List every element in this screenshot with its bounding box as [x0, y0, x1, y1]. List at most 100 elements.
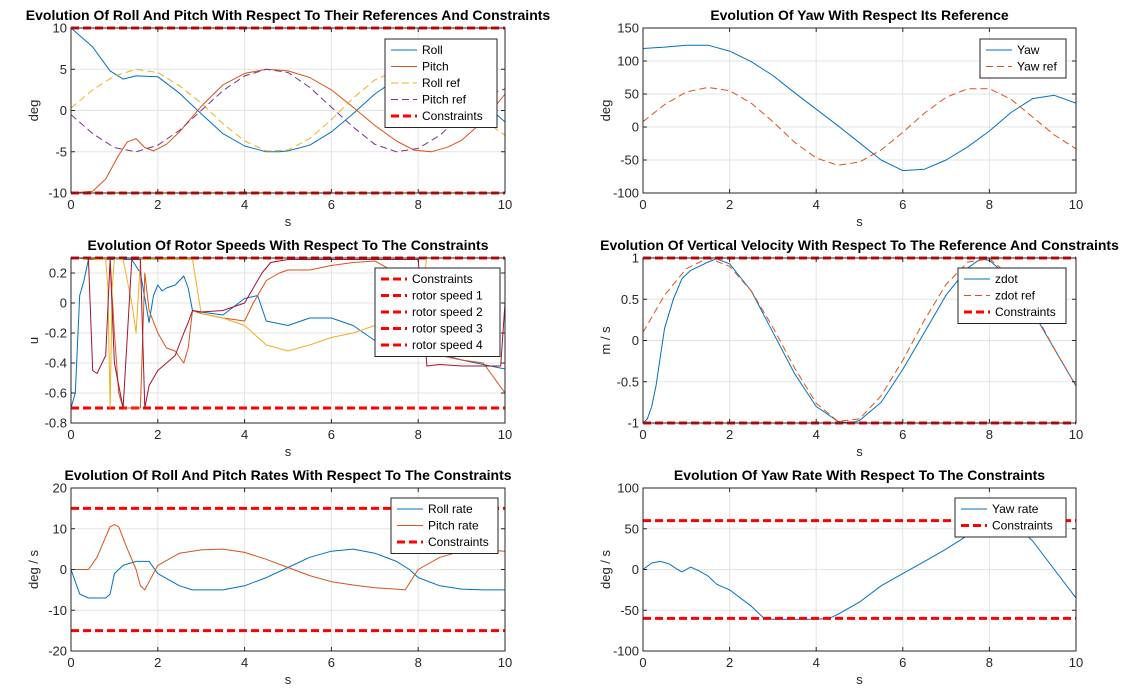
y-tick-label: -0.5 [617, 374, 639, 389]
legend-label: Pitch [422, 60, 449, 74]
y-tick-label: -0.8 [45, 416, 67, 431]
x-tick-label: 0 [639, 655, 646, 670]
legend-label: rotor speed 2 [412, 305, 483, 319]
series-line-roll-rate [71, 548, 505, 599]
y-tick-label: -10 [48, 603, 67, 618]
legend-label: zdot [995, 272, 1018, 286]
legend: Constraints rotor speed 1 rotor speed 2 rot… [374, 267, 501, 357]
legend-box [954, 497, 1067, 538]
y-tick-label: 0 [632, 120, 639, 135]
subplot-3: 0 2 4 6 8 10 -0.8 -0.6 -0.4 -0.2 0 0.2 Evolution Of … [26, 237, 512, 459]
x-tick-label: 2 [154, 427, 161, 442]
x-tick-label: 6 [899, 655, 906, 670]
legend: zdot zdot ref Constraints [957, 267, 1067, 324]
x-tick-label: 10 [1069, 197, 1083, 212]
series-line-pitch-ref [71, 68, 505, 153]
y-axis-label: m / s [598, 326, 613, 355]
x-tick-label: 4 [813, 655, 820, 670]
legend: Roll Pitch Roll ref Pitch ref Constraints [384, 38, 498, 128]
y-tick-label: -10 [48, 186, 67, 201]
x-tick-label: 10 [498, 427, 512, 442]
chart-title: Evolution Of Vertical Velocity With Resp… [600, 237, 1119, 253]
y-tick-label: -5 [55, 144, 67, 159]
series-group [643, 44, 1076, 172]
y-tick-label: -1 [627, 416, 639, 431]
y-tick-label: 10 [53, 521, 67, 536]
x-tick-label: 2 [726, 427, 733, 442]
y-tick-label: 0 [60, 562, 67, 577]
subplot-6: 0 2 4 6 8 10 -100 -50 0 50 100 Evolution Of Yaw Rat… [598, 467, 1083, 687]
x-tick-label: 10 [498, 197, 512, 212]
y-tick-label: -0.2 [45, 326, 67, 341]
series-line-rotor-speed-4 [71, 257, 505, 409]
x-tick-label: 2 [726, 655, 733, 670]
legend-label: Pitch rate [428, 519, 479, 533]
x-tick-label: 0 [67, 655, 74, 670]
legend-label: Yaw [1017, 43, 1040, 57]
legend-label: Constraints [428, 535, 489, 549]
y-tick-label: 100 [617, 481, 639, 496]
y-tick-label: -50 [620, 153, 639, 168]
x-tick-label: 8 [986, 427, 993, 442]
x-tick-label: 10 [498, 655, 512, 670]
x-tick-label: 4 [241, 427, 248, 442]
legend-label: Roll [422, 43, 443, 57]
legend-label: Yaw rate [992, 502, 1039, 516]
legend-label: rotor speed 3 [412, 322, 483, 336]
legend: Yaw rate Constraints [954, 497, 1067, 538]
x-tick-label: 2 [726, 197, 733, 212]
x-tick-label: 6 [328, 655, 335, 670]
legend-label: Yaw ref [1017, 60, 1057, 74]
y-tick-label: -0.6 [45, 386, 67, 401]
chart-title: Evolution Of Rotor Speeds With Respect T… [88, 237, 489, 253]
x-tick-label: 6 [899, 197, 906, 212]
y-tick-label: 0 [632, 333, 639, 348]
y-tick-label: 20 [53, 481, 67, 496]
x-axis-label: s [856, 444, 863, 459]
y-tick-label: 0.2 [49, 266, 67, 281]
legend-label: Constraints [412, 272, 473, 286]
x-tick-label: 4 [813, 427, 820, 442]
chart-title: Evolution Of Yaw With Respect Its Refere… [710, 7, 1009, 23]
legend-label: rotor speed 4 [412, 338, 483, 352]
axes-box [70, 257, 506, 424]
x-tick-label: 10 [1069, 655, 1083, 670]
y-tick-label: 100 [617, 54, 639, 69]
y-axis-label: deg [26, 100, 41, 122]
y-tick-label: -0.4 [45, 356, 67, 371]
y-axis-label: deg [598, 100, 613, 122]
x-tick-label: 10 [1069, 427, 1083, 442]
legend-label: Constraints [422, 109, 483, 123]
x-tick-label: 6 [328, 427, 335, 442]
x-tick-label: 8 [415, 655, 422, 670]
legend: Roll rate Pitch rate Constraints [390, 497, 499, 554]
x-axis-label: s [856, 214, 863, 229]
subplot-2: 0 2 4 6 8 10 -100 -50 0 50 100 150 Evolution Of Yaw … [598, 7, 1083, 229]
x-tick-label: 4 [241, 197, 248, 212]
legend-label: Pitch ref [422, 93, 467, 107]
x-tick-label: 0 [67, 197, 74, 212]
series-line-pitch [71, 68, 505, 194]
x-tick-label: 0 [67, 427, 74, 442]
x-tick-label: 4 [241, 655, 248, 670]
x-tick-label: 2 [154, 655, 161, 670]
x-axis-label: s [285, 672, 292, 687]
axes-box [642, 27, 1077, 194]
y-tick-label: -100 [613, 644, 639, 659]
y-tick-label: 0.5 [621, 292, 639, 307]
x-tick-label: 0 [639, 197, 646, 212]
x-axis-label: s [285, 214, 292, 229]
series-line-yaw [643, 44, 1076, 172]
x-tick-label: 8 [415, 197, 422, 212]
x-tick-label: 0 [639, 427, 646, 442]
legend-label: Roll ref [422, 76, 461, 90]
y-axis-label: deg / s [26, 549, 41, 589]
x-tick-label: 2 [154, 197, 161, 212]
legend-label: zdot ref [995, 289, 1036, 303]
y-tick-label: 0 [60, 103, 67, 118]
chart-title: Evolution Of Yaw Rate With Respect To Th… [674, 467, 1045, 483]
x-tick-label: 8 [986, 655, 993, 670]
